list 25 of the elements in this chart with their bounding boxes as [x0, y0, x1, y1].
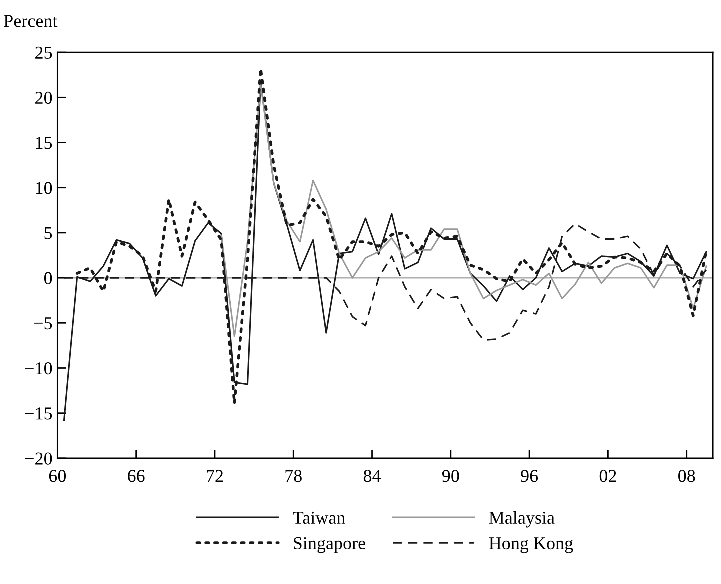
legend-label: Hong Kong [489, 538, 574, 554]
legend-label: Singapore [294, 537, 366, 554]
y-tick-label: −20 [25, 452, 52, 465]
x-tick-label: 66 [128, 470, 145, 482]
y-tick-label: 10 [36, 182, 52, 194]
x-tick-label: 96 [521, 470, 538, 482]
x-tick-label: 84 [364, 470, 382, 482]
legend-label: Malaysia [489, 511, 555, 528]
y-tick-label: 5 [44, 227, 52, 240]
line-series [220, 83, 708, 338]
y-axis-title: Percent [4, 15, 58, 28]
x-tick-label: 90 [442, 470, 460, 482]
legend-label: Taiwan [293, 512, 346, 524]
x-tick-label: 60 [49, 470, 66, 482]
x-tick-label: 78 [286, 470, 302, 482]
y-tick-label: 0 [44, 272, 52, 284]
y-tick-label: −10 [25, 362, 52, 375]
y-tick-label: −15 [25, 408, 52, 420]
y-tick-label: 15 [36, 137, 52, 150]
x-tick-label: 02 [600, 470, 616, 482]
x-tick-label: 08 [678, 470, 696, 482]
y-tick-label: −5 [34, 318, 52, 330]
y-tick-label: 25 [36, 46, 52, 59]
y-tick-label: 20 [36, 92, 52, 104]
x-tick-label: 72 [207, 470, 224, 482]
